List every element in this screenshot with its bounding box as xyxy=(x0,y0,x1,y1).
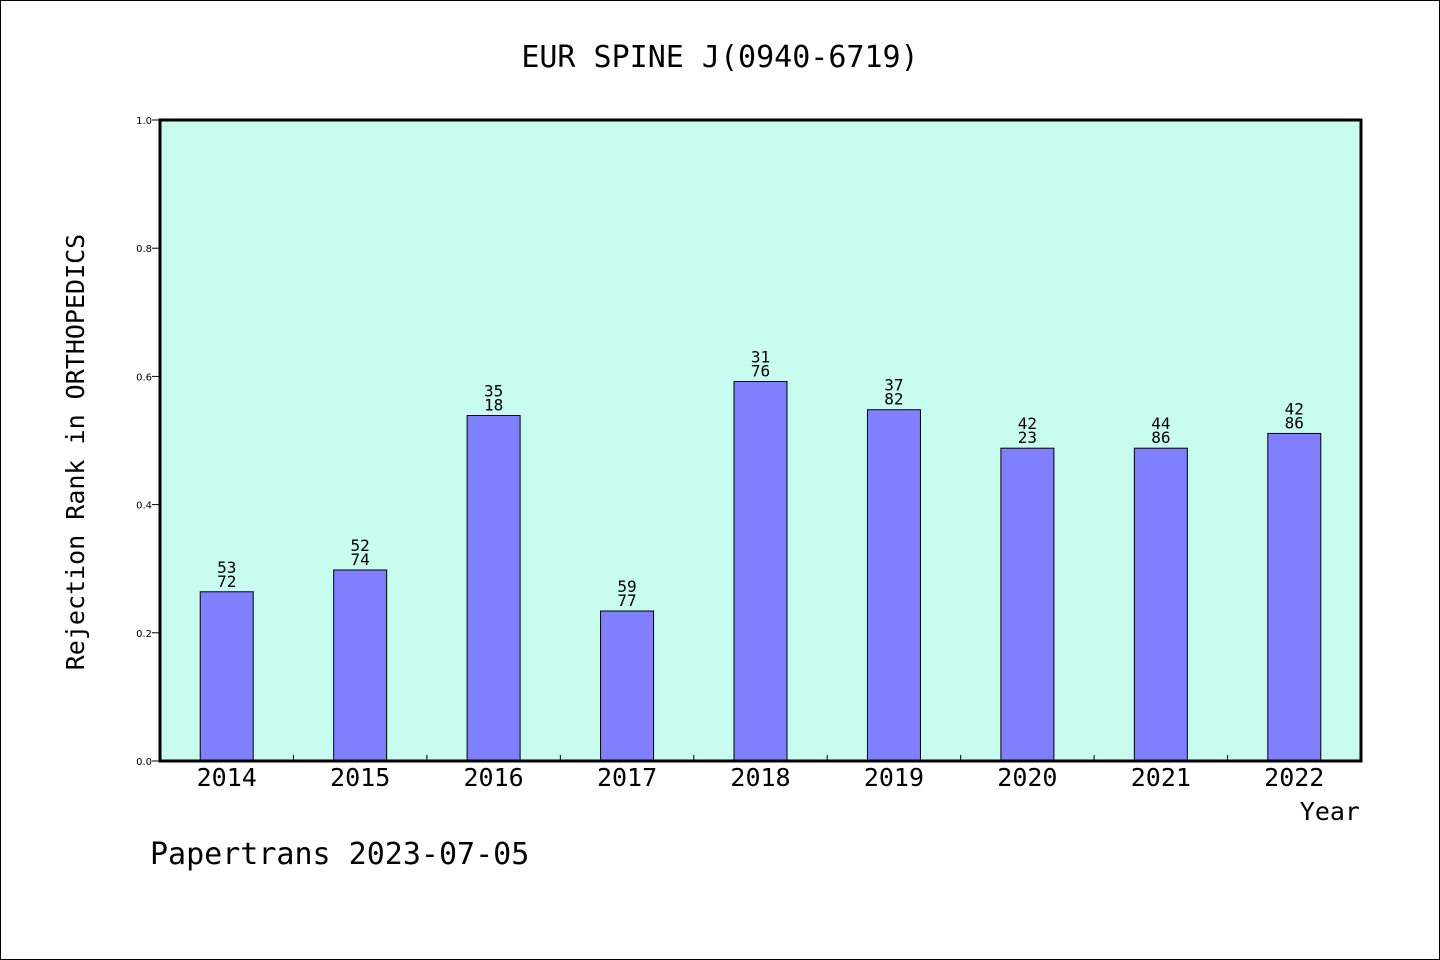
data-label-bottom: 82 xyxy=(884,390,903,409)
bars xyxy=(199,381,1322,762)
y-tick-label: 0.8 xyxy=(136,244,152,255)
bar-2022 xyxy=(1267,432,1322,762)
data-label-bottom: 86 xyxy=(1285,413,1304,432)
y-tick-label: 0.6 xyxy=(136,372,152,383)
bar-2019 xyxy=(866,409,921,762)
data-label-bottom: 74 xyxy=(351,550,370,569)
bar-2018 xyxy=(733,381,788,762)
chart-title: EUR SPINE J(0940-6719) xyxy=(521,40,918,75)
data-label-top: 52 xyxy=(351,536,370,555)
footer-credit: Papertrans 2023-07-05 xyxy=(150,837,529,872)
x-tick-label: 2017 xyxy=(597,763,657,792)
x-tick-label: 2014 xyxy=(197,763,257,792)
data-label-bottom: 86 xyxy=(1151,428,1170,447)
x-tick-label: 2016 xyxy=(464,763,524,792)
bar-2014 xyxy=(199,591,254,762)
y-axis: 0.0 0.2 0.4 0.6 0.8 1.0 xyxy=(136,116,160,768)
y-tick-label: 0.4 xyxy=(136,501,152,512)
y-tick-label: 1.0 xyxy=(136,116,152,127)
data-label-bottom: 76 xyxy=(751,362,770,381)
data-label-top: 42 xyxy=(1285,399,1304,418)
x-tick-label: 2015 xyxy=(330,763,390,792)
plot-area xyxy=(158,118,1363,763)
y-tick-label: 0.2 xyxy=(136,629,152,640)
bar-2021 xyxy=(1133,447,1188,762)
x-tick-label: 2022 xyxy=(1264,763,1324,792)
x-tick-label: 2018 xyxy=(730,763,790,792)
x-tick-label: 2021 xyxy=(1131,763,1191,792)
bar-2020 xyxy=(1000,447,1055,762)
bar-2016 xyxy=(466,415,521,762)
data-label-top: 35 xyxy=(484,382,503,401)
y-tick-label: 0.0 xyxy=(136,757,152,768)
data-label-top: 42 xyxy=(1018,414,1037,433)
bar-2017 xyxy=(600,610,655,762)
x-axis-label: Year xyxy=(1300,797,1360,826)
data-label-top: 59 xyxy=(617,577,636,596)
data-label-top: 37 xyxy=(884,376,903,395)
data-label-top: 53 xyxy=(217,558,236,577)
bar-2015 xyxy=(333,569,388,762)
x-tick-label: 2019 xyxy=(864,763,924,792)
data-label-bottom: 72 xyxy=(217,572,236,591)
x-tick-label: 2020 xyxy=(997,763,1057,792)
data-label-bottom: 77 xyxy=(617,591,636,610)
data-label-top: 31 xyxy=(751,348,770,367)
y-axis-label: Rejection Rank in ORTHOPEDICS xyxy=(61,234,90,671)
data-label-bottom: 18 xyxy=(484,396,503,415)
x-axis: 2014 2015 2016 2017 2018 2019 2020 2021 2022 xyxy=(197,755,1324,792)
data-label-top: 44 xyxy=(1151,414,1170,433)
data-label-bottom: 23 xyxy=(1018,428,1037,447)
